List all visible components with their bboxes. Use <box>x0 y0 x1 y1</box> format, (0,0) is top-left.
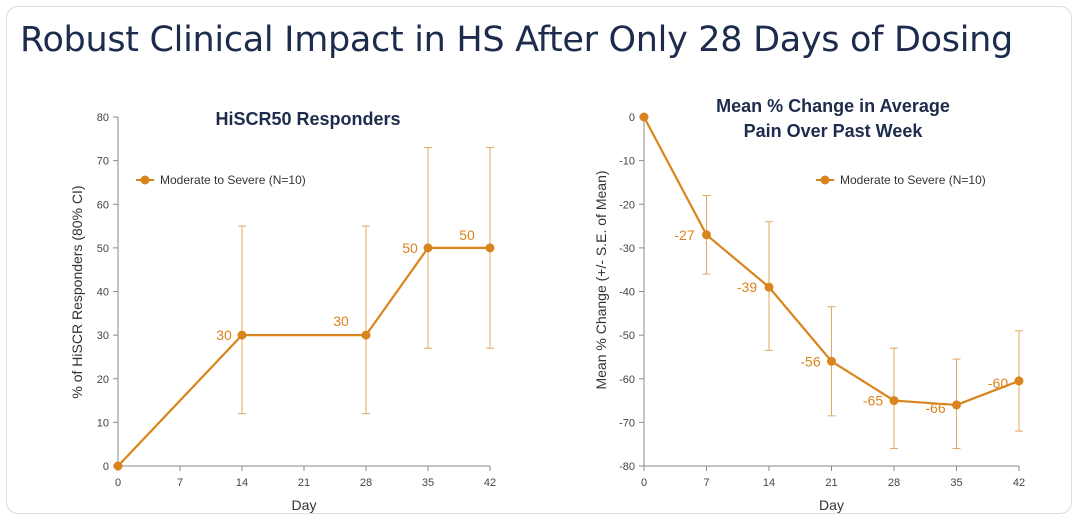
left-y-tick-label: 70 <box>97 156 109 168</box>
right-x-tick-label: 14 <box>763 477 775 489</box>
right-y-tick-label: -60 <box>619 374 635 386</box>
right-x-axis-label: Day <box>819 497 844 513</box>
left-x-tick-label: 42 <box>484 477 496 489</box>
left-data-point <box>237 330 247 340</box>
left-data-label: 50 <box>402 240 418 256</box>
right-data-label: -27 <box>674 227 694 243</box>
right-y-axis-label: Mean % Change (+/- S.E. of Mean) <box>593 170 609 389</box>
right-data-label: -66 <box>925 400 945 416</box>
left-x-tick-label: 14 <box>236 477 248 489</box>
right-data-label: -39 <box>737 279 757 295</box>
left-data-point <box>423 243 433 253</box>
right-y-tick-label: -50 <box>619 330 635 342</box>
right-data-label: -65 <box>863 393 883 409</box>
left-x-tick-label: 21 <box>298 477 310 489</box>
left-y-tick-label: 60 <box>97 199 109 211</box>
left-y-tick-label: 0 <box>103 461 109 473</box>
left-data-point <box>113 461 123 471</box>
right-y-tick-label: -30 <box>619 243 635 255</box>
left-y-tick-label: 80 <box>97 112 109 124</box>
left-y-tick-label: 40 <box>97 287 109 299</box>
right-y-tick-label: -80 <box>619 461 635 473</box>
left-data-label: 30 <box>216 327 232 343</box>
left-x-tick-label: 0 <box>115 477 121 489</box>
right-data-label: -56 <box>800 353 820 369</box>
right-y-tick-label: -10 <box>619 156 635 168</box>
left-x-tick-label: 7 <box>177 477 183 489</box>
right-x-tick-label: 42 <box>1013 477 1025 489</box>
right-x-tick-label: 0 <box>641 477 647 489</box>
left-legend-swatch-marker <box>140 175 150 185</box>
right-legend-label: Moderate to Severe (N=10) <box>840 173 986 187</box>
right-y-tick-label: -40 <box>619 287 635 299</box>
right-x-tick-label: 35 <box>950 477 962 489</box>
slide-title: Robust Clinical Impact in HS After Only … <box>20 20 1013 60</box>
left-legend-label: Moderate to Severe (N=10) <box>160 173 306 187</box>
right-data-point <box>827 356 836 366</box>
right-data-label: -60 <box>988 375 1008 391</box>
right-x-tick-label: 28 <box>888 477 900 489</box>
right-legend-swatch-marker <box>820 175 830 185</box>
right-data-point <box>952 400 961 410</box>
right-data-point <box>889 396 899 406</box>
left-x-tick-label: 35 <box>422 477 434 489</box>
left-data-point <box>485 243 495 253</box>
right-data-point <box>764 282 774 292</box>
right-x-tick-label: 21 <box>825 477 837 489</box>
right-data-point <box>702 230 711 240</box>
right-y-tick-label: 0 <box>629 112 635 124</box>
right-data-point <box>1014 376 1024 386</box>
right-y-tick-label: -20 <box>619 199 635 211</box>
left-data-label: 30 <box>333 313 349 329</box>
left-series-line <box>117 246 490 467</box>
left-x-axis-label: Day <box>292 497 317 513</box>
left-y-tick-label: 50 <box>97 243 109 255</box>
right-x-tick-label: 7 <box>703 477 709 489</box>
left-data-label: 50 <box>459 227 475 243</box>
left-chart-title: HiSCR50 Responders <box>215 109 400 129</box>
left-y-tick-label: 10 <box>97 417 109 429</box>
right-chart-title-line: Pain Over Past Week <box>744 121 924 141</box>
left-y-axis-label: % of HiSCR Responders (80% CI) <box>69 185 85 398</box>
right-data-point <box>639 112 649 122</box>
right-y-tick-label: -70 <box>619 417 635 429</box>
left-x-tick-label: 28 <box>360 477 372 489</box>
left-y-tick-label: 20 <box>97 374 109 386</box>
right-chart-title-line: Mean % Change in Average <box>716 96 950 116</box>
left-data-point <box>361 330 371 340</box>
left-y-tick-label: 30 <box>97 330 109 342</box>
